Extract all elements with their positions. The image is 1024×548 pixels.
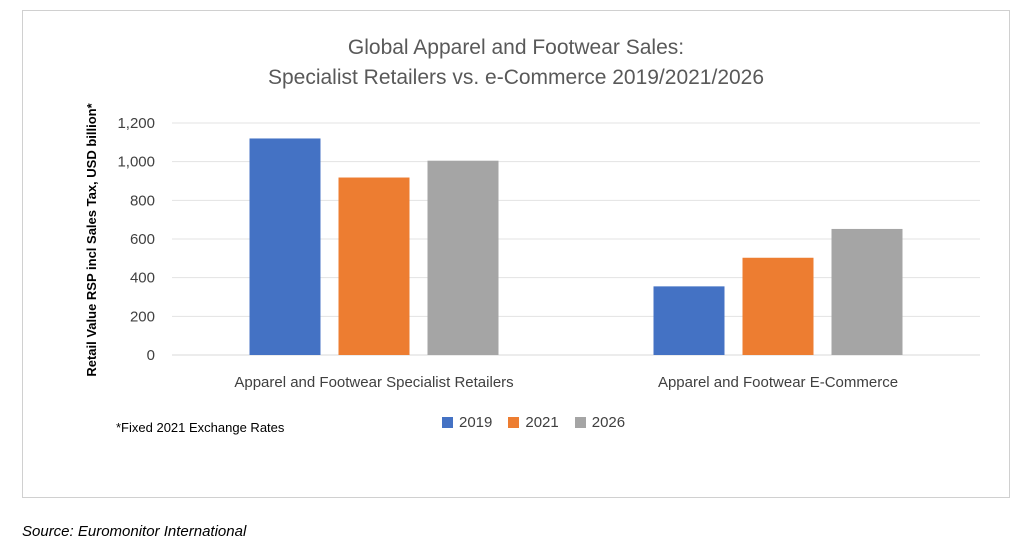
bar-2019-specialist-retailers (249, 138, 321, 355)
y-tick-label: 800 (130, 192, 155, 209)
y-tick-label: 400 (130, 270, 155, 287)
y-tick-label: 0 (147, 347, 155, 364)
chart-title-line-2: Specialist Retailers vs. e-Commerce 2019… (267, 66, 765, 89)
bar-2026-e-commerce (831, 228, 903, 355)
y-axis-label: Retail Value RSP incl Sales Tax, USD bil… (84, 102, 99, 376)
chart-title: Global Apparel and Footwear Sales: Speci… (23, 33, 1009, 93)
chart-title-line-1: Global Apparel and Footwear Sales: (347, 36, 685, 59)
bar-2021-e-commerce (742, 257, 814, 355)
legend-label: 2019 (459, 414, 493, 431)
chart-footnote: *Fixed 2021 Exchange Rates (116, 420, 285, 435)
y-tick-label: 1,200 (117, 115, 155, 132)
legend-item-2019: 2019 (442, 414, 492, 431)
y-tick-label: 200 (130, 308, 155, 325)
legend-label: 2026 (591, 414, 626, 431)
legend-label: 2021 (525, 414, 559, 431)
legend-swatch (574, 417, 586, 428)
x-category-label: Apparel and Footwear E-Commerce (658, 374, 898, 391)
chart-legend: 2019 2021 2026 (442, 414, 641, 431)
bar-2026-specialist-retailers (427, 160, 499, 355)
y-tick-label: 600 (130, 231, 155, 248)
legend-swatch (508, 417, 520, 428)
y-tick-label: 1,000 (117, 154, 155, 171)
legend-item-2021: 2021 (508, 414, 559, 431)
x-category-label: Apparel and Footwear Specialist Retailer… (234, 374, 513, 391)
legend-swatch (442, 417, 453, 428)
legend-item-2026: 2026 (574, 414, 626, 431)
bar-2021-specialist-retailers (338, 177, 410, 355)
bar-2019-e-commerce (653, 286, 725, 355)
source-note: Source: Euromonitor International (22, 523, 247, 540)
